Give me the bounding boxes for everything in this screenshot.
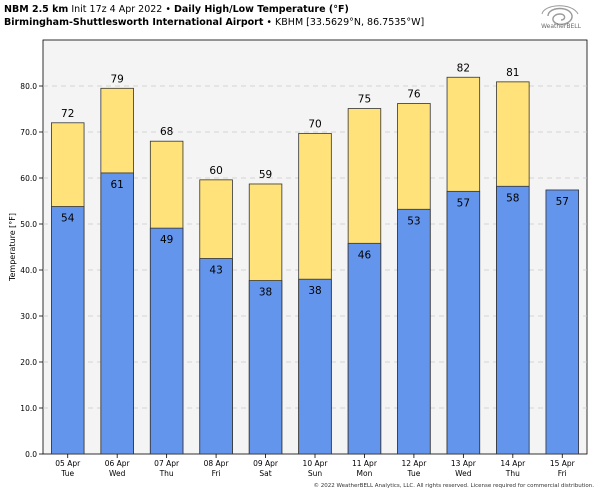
high-temp-label: 70 — [308, 118, 321, 130]
separator: • — [266, 17, 273, 28]
x-tick-day: Tue — [407, 469, 421, 478]
low-temp-bar — [496, 185, 530, 455]
high-temp-label: 72 — [61, 108, 74, 120]
low-temp-label: 57 — [457, 197, 470, 209]
x-tick-day: Sat — [259, 469, 271, 478]
high-temp-label: 82 — [457, 62, 470, 74]
high-temp-label: 68 — [160, 126, 173, 138]
x-tick-date: 13 Apr — [451, 459, 477, 468]
low-temp-label: 38 — [259, 287, 272, 299]
x-tick-date: 09 Apr — [253, 459, 279, 468]
model-name: NBM 2.5 km — [4, 4, 69, 15]
x-tick-date: 12 Apr — [401, 459, 427, 468]
x-tick-date: 11 Apr — [352, 459, 378, 468]
low-temp-label: 46 — [358, 249, 372, 261]
y-tick-label: 0.0 — [25, 450, 37, 459]
y-tick-label: 40.0 — [20, 266, 37, 275]
x-tick-day: Fri — [558, 469, 567, 478]
x-tick-date: 10 Apr — [303, 459, 329, 468]
low-temp-bar — [248, 280, 283, 455]
y-tick-label: 70.0 — [20, 128, 37, 137]
x-tick-date: 05 Apr — [55, 459, 81, 468]
station-name: Birmingham-Shuttlesworth International A… — [4, 17, 264, 28]
x-tick-day: Wed — [109, 469, 126, 478]
x-tick-day: Wed — [455, 469, 472, 478]
high-temp-label: 79 — [110, 73, 123, 85]
y-tick-label: 50.0 — [20, 220, 37, 229]
low-temp-label: 43 — [209, 265, 222, 277]
y-axis: 0.0 10.0 20.0 30.0 40.0 50.0 60.0 70.0 80.0 — [20, 82, 43, 459]
low-temp-label: 57 — [556, 196, 569, 208]
low-temp-bar — [149, 227, 184, 455]
init-time: Init 17z 4 Apr 2022 — [71, 4, 163, 15]
low-temp-bar — [397, 208, 431, 455]
low-temp-label: 49 — [160, 234, 173, 246]
low-temp-bar — [347, 242, 382, 455]
x-tick-day: Thu — [159, 469, 174, 478]
low-temp-bar — [446, 190, 481, 455]
high-temp-label: 81 — [506, 67, 519, 79]
low-temp-label: 61 — [110, 179, 123, 191]
high-temp-label: 75 — [358, 94, 371, 106]
x-tick-day: Tue — [60, 469, 74, 478]
header-line-2: Birmingham-Shuttlesworth International A… — [4, 16, 524, 29]
x-tick-day: Mon — [357, 469, 373, 478]
low-temp-bar — [100, 172, 134, 455]
low-temp-label: 54 — [61, 213, 75, 225]
y-axis-label: Temperature [°F] — [8, 213, 17, 282]
high-temp-label: 60 — [209, 165, 222, 177]
low-temp-label: 53 — [407, 215, 420, 227]
x-tick-date: 07 Apr — [154, 459, 180, 468]
data-labels: 72 54 79 61 68 49 60 43 59 38 70 38 75 46 76 53 82 57 81 58… — [61, 62, 569, 298]
y-tick-label: 30.0 — [20, 312, 37, 321]
low-temp-bar — [199, 258, 233, 455]
weatherbell-logo: WeatherBELL — [541, 5, 582, 30]
x-tick-day: Sun — [308, 469, 323, 478]
x-tick-date: 08 Apr — [204, 459, 230, 468]
x-tick-date: 14 Apr — [500, 459, 526, 468]
separator: • — [165, 4, 171, 15]
low-temp-bar — [545, 189, 579, 455]
chart-header: NBM 2.5 km Init 17z 4 Apr 2022 • Daily H… — [4, 3, 524, 29]
chart-title: Daily High/Low Temperature (°F) — [174, 4, 349, 15]
station-coords: KBHM [33.5629°N, 86.7535°W] — [275, 17, 425, 28]
y-tick-label: 80.0 — [20, 82, 37, 91]
low-temp-label: 58 — [506, 192, 519, 204]
low-temp-bar — [298, 278, 332, 455]
weatherbell-swirl-logo-icon — [541, 5, 579, 26]
x-tick-day: Thu — [505, 469, 520, 478]
high-temp-label: 76 — [407, 88, 421, 100]
low-temp-bar — [51, 206, 85, 455]
x-tick-date: 06 Apr — [105, 459, 131, 468]
copyright-notice: © 2022 WeatherBELL Analytics, LLC. All r… — [313, 483, 594, 489]
header-line-1: NBM 2.5 km Init 17z 4 Apr 2022 • Daily H… — [4, 3, 524, 16]
y-tick-label: 20.0 — [20, 358, 37, 367]
logo-text: WeatherBELL — [541, 23, 582, 30]
x-tick-date: 15 Apr — [550, 459, 576, 468]
y-tick-label: 60.0 — [20, 174, 37, 183]
x-tick-day: Fri — [212, 469, 221, 478]
y-tick-label: 10.0 — [20, 404, 37, 413]
bars — [51, 76, 579, 455]
low-temp-label: 38 — [308, 285, 321, 297]
high-temp-label: 59 — [259, 169, 272, 181]
